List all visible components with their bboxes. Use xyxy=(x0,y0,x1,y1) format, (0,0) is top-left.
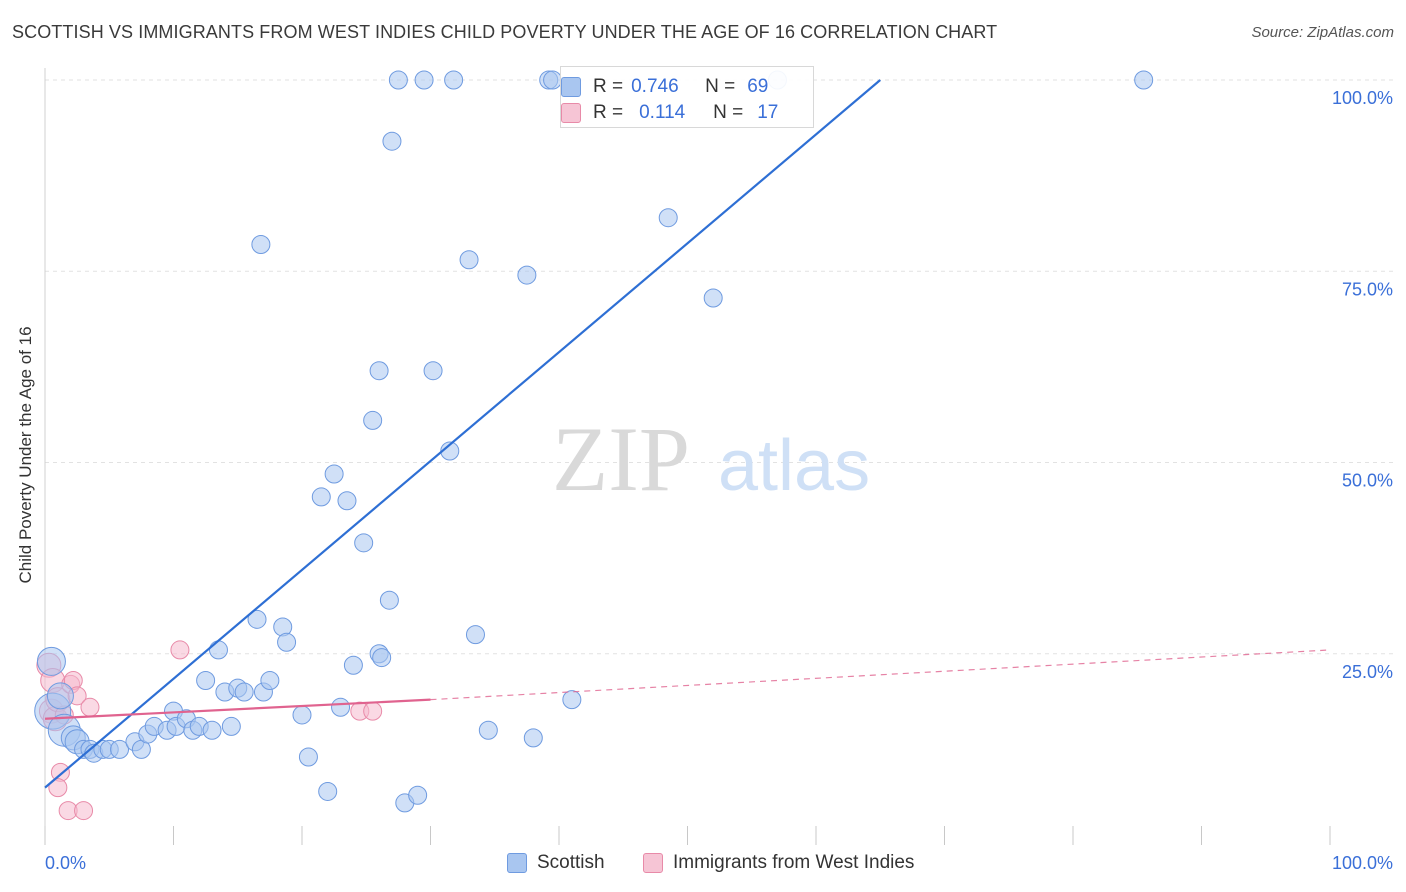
y-tick-label: 75.0% xyxy=(1342,279,1393,299)
point-scottish xyxy=(523,728,543,748)
point-scottish xyxy=(292,705,312,725)
legend-r-label: R = xyxy=(593,102,624,123)
point-scottish xyxy=(196,671,216,691)
trend-layer xyxy=(44,79,1331,789)
point-scottish xyxy=(408,785,428,805)
legend-label-scottish: Scottish xyxy=(537,852,605,873)
point-scottish xyxy=(324,464,344,484)
trend-line-west-indies xyxy=(44,698,431,720)
legend-row-west-indies: R = 0.114 N = 17 xyxy=(561,100,779,126)
point-scottish xyxy=(247,609,267,629)
legend-n-value: 17 xyxy=(757,102,779,123)
legend-n-value: 69 xyxy=(747,76,769,97)
point-scottish xyxy=(354,533,374,553)
legend-n-label: N = xyxy=(705,76,736,97)
tick-labels: 25.0% 50.0% 75.0% 100.0% 0.0% 100.0% xyxy=(45,88,1393,873)
legend-swatch-scottish xyxy=(561,77,581,97)
legend-swatch-west-indies xyxy=(643,853,663,873)
watermark: ZIP atlas xyxy=(552,408,870,510)
point-scottish xyxy=(517,265,537,285)
point-scottish xyxy=(459,250,479,270)
legend-row-scottish: R = 0.746 N = 69 xyxy=(561,74,769,100)
watermark-atlas: atlas xyxy=(718,426,870,506)
y-tick-label: 100.0% xyxy=(1332,88,1393,108)
legend-item-scottish[interactable]: Scottish xyxy=(507,852,605,874)
point-scottish xyxy=(382,131,402,151)
y-tick-label: 50.0% xyxy=(1342,471,1393,491)
point-west-indies xyxy=(80,697,100,717)
point-scottish xyxy=(343,655,363,675)
point-scottish xyxy=(260,671,280,691)
point-scottish xyxy=(703,288,723,308)
point-west-indies xyxy=(363,701,383,721)
legend-item-west-indies[interactable]: Immigrants from West Indies xyxy=(643,852,914,874)
point-scottish xyxy=(478,720,498,740)
point-scottish xyxy=(562,690,582,710)
points-scottish xyxy=(34,70,1154,813)
point-scottish xyxy=(251,234,271,254)
legend-n-label: N = xyxy=(713,102,744,123)
x-tick-label: 0.0% xyxy=(45,853,86,873)
trend-line-scottish xyxy=(44,79,881,789)
point-scottish xyxy=(36,646,66,676)
grid-layer xyxy=(45,79,1394,655)
point-scottish xyxy=(202,720,222,740)
point-west-indies xyxy=(48,778,68,798)
legend-label-west-indies: Immigrants from West Indies xyxy=(673,852,915,873)
series-legend: Scottish Immigrants from West Indies xyxy=(0,852,1406,878)
point-scottish xyxy=(1134,70,1154,90)
point-scottish xyxy=(465,625,485,645)
point-scottish xyxy=(444,70,464,90)
point-scottish xyxy=(423,361,443,381)
source-label: Source: ZipAtlas.com xyxy=(1251,24,1394,41)
point-scottish xyxy=(234,682,254,702)
legend-r-value: 0.114 xyxy=(639,102,686,123)
point-scottish xyxy=(110,739,130,759)
trend-line-west-indies-extension xyxy=(430,649,1331,701)
point-scottish xyxy=(414,70,434,90)
point-west-indies xyxy=(74,801,94,821)
point-west-indies xyxy=(170,640,190,660)
correlation-legend: R = 0.746 N = 69 R = 0.114 N = 17 xyxy=(560,66,814,128)
y-axis-label: Child Poverty Under the Age of 16 xyxy=(16,326,35,584)
point-scottish xyxy=(221,716,241,736)
point-scottish xyxy=(372,648,392,668)
legend-r-value: 0.746 xyxy=(631,76,679,97)
point-scottish xyxy=(337,491,357,511)
chart-title: SCOTTISH VS IMMIGRANTS FROM WEST INDIES … xyxy=(12,22,998,42)
x-tick-label: 100.0% xyxy=(1332,853,1393,873)
point-scottish xyxy=(388,70,408,90)
legend-swatch-scottish xyxy=(507,853,527,873)
point-scottish xyxy=(46,682,74,710)
point-scottish xyxy=(208,640,228,660)
point-scottish xyxy=(658,208,678,228)
point-scottish xyxy=(318,781,338,801)
point-scottish xyxy=(543,70,563,90)
watermark-zip: ZIP xyxy=(552,408,690,510)
point-scottish xyxy=(311,487,331,507)
point-scottish xyxy=(363,410,383,430)
legend-swatch-west-indies xyxy=(561,103,581,123)
point-scottish xyxy=(369,361,389,381)
y-tick-label: 25.0% xyxy=(1342,662,1393,682)
point-scottish xyxy=(298,747,318,767)
point-scottish xyxy=(379,590,399,610)
legend-r-label: R = xyxy=(593,76,624,97)
point-scottish xyxy=(331,697,351,717)
point-scottish xyxy=(277,632,297,652)
